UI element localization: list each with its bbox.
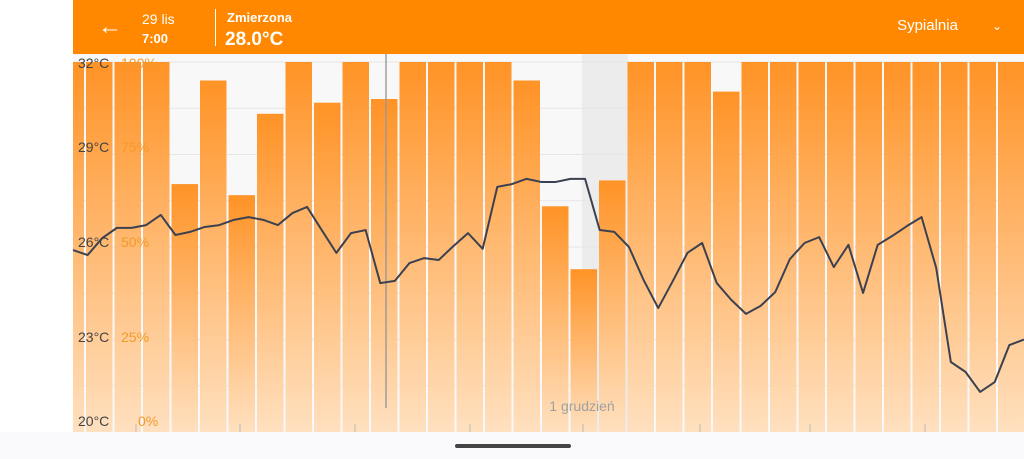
- top-bar: ← 29 lis 7:00 Zmierzona 28.0°C Sypialnia…: [73, 0, 1024, 54]
- back-button[interactable]: ←: [95, 12, 125, 42]
- bar: [399, 62, 426, 432]
- selected-date: 29 lis: [142, 11, 175, 27]
- bar: [770, 62, 797, 432]
- divider: [215, 9, 216, 46]
- bar: [998, 62, 1024, 432]
- arrow-left-icon: ←: [98, 13, 122, 40]
- history-chart[interactable]: 32°C 29°C 26°C 23°C 20°C 100% 75% 50% 25% 0% 1 gru…: [0, 54, 1024, 432]
- chevron-down-icon: ⌄: [991, 18, 1002, 33]
- bar: [627, 62, 654, 432]
- room-name: Sypialnia: [897, 17, 958, 34]
- bar: [884, 62, 911, 432]
- system-navigation-bar: [0, 432, 1024, 459]
- bar: [228, 195, 255, 432]
- bar: [200, 80, 227, 432]
- bar: [485, 62, 512, 432]
- bar: [599, 180, 626, 432]
- bar: [86, 62, 113, 432]
- bar: [143, 62, 170, 432]
- measured-label: Zmierzona: [227, 10, 293, 25]
- bar: [257, 113, 284, 432]
- temp-tick-label: 32°C: [78, 55, 109, 71]
- home-gesture-handle[interactable]: [455, 444, 571, 448]
- percent-tick-label: 50%: [121, 234, 149, 250]
- temp-tick-label: 23°C: [78, 329, 109, 345]
- bar: [513, 80, 540, 432]
- temp-tick-label: 29°C: [78, 139, 109, 155]
- bar: [314, 102, 341, 432]
- bar: [656, 62, 683, 432]
- percent-tick-label: 100%: [121, 55, 157, 71]
- temp-tick-label: 20°C: [78, 413, 109, 429]
- bar: [969, 62, 996, 432]
- measured-value: 28.0°C: [225, 29, 284, 50]
- bar: [912, 62, 939, 432]
- bar: [741, 62, 768, 432]
- percent-tick-label: 0%: [138, 413, 158, 429]
- bar: [171, 184, 198, 432]
- bar: [114, 62, 141, 432]
- bar: [542, 206, 569, 432]
- bar: [428, 62, 455, 432]
- temp-tick-label: 26°C: [78, 234, 109, 250]
- percent-tick-label: 75%: [121, 139, 149, 155]
- bar: [941, 62, 968, 432]
- selected-time: 7:00: [142, 31, 169, 46]
- bar: [713, 91, 740, 432]
- bar: [73, 62, 84, 432]
- temperature-line: [72, 177, 1024, 393]
- percent-tick-label: 25%: [121, 329, 149, 345]
- bar: [342, 62, 369, 432]
- day-annotation: 1 grudzień: [549, 398, 614, 414]
- bar: [285, 62, 312, 432]
- bar: [456, 62, 483, 432]
- bar: [570, 269, 597, 432]
- room-selector[interactable]: Sypialnia ⌄: [897, 17, 1002, 34]
- bar: [798, 62, 825, 432]
